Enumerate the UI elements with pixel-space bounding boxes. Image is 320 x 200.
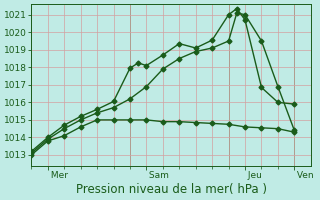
X-axis label: Pression niveau de la mer( hPa ): Pression niveau de la mer( hPa )	[76, 183, 267, 196]
